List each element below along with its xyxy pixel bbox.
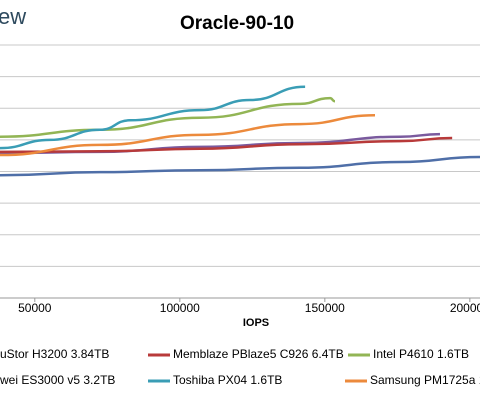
x-tick-label: 200000	[450, 301, 480, 315]
logo: ew	[0, 4, 26, 29]
x-axis-title: IOPS	[243, 317, 269, 329]
chart-title: Oracle-90-10	[180, 13, 294, 34]
series-line	[0, 113, 376, 157]
x-tick-label: 100000	[160, 301, 200, 315]
x-tick-label: 50000	[18, 301, 52, 315]
x-tick-label: 150000	[305, 301, 345, 315]
legend-label: Intel P4610 1.6TB	[373, 347, 469, 361]
series-line	[0, 155, 480, 177]
legend-label: uStor H3200 3.84TB	[0, 347, 109, 361]
series-line	[0, 85, 306, 150]
series-line	[0, 136, 453, 154]
legend-label: wei ES3000 v5 3.2TB	[0, 373, 115, 387]
series-line	[0, 96, 336, 138]
legend-label: Toshiba PX04 1.6TB	[173, 373, 282, 387]
legend-label: Samsung PM1725a 1	[370, 373, 480, 387]
legend-label: Memblaze PBlaze5 C926 6.4TB	[173, 347, 344, 361]
